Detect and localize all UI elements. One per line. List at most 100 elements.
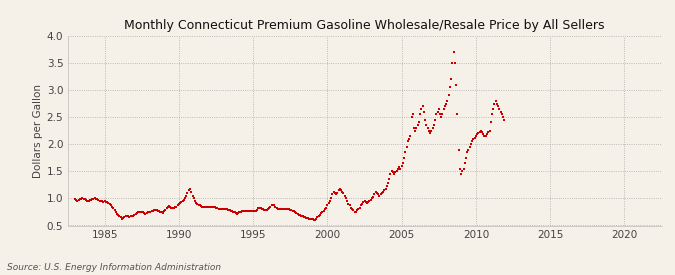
Point [105, 203, 116, 207]
Point [217, 207, 227, 211]
Point [439, 104, 450, 108]
Point [354, 205, 365, 210]
Point [133, 210, 144, 215]
Point [386, 169, 397, 174]
Point [230, 210, 240, 215]
Point [130, 211, 141, 216]
Point [381, 184, 392, 189]
Point [254, 205, 265, 210]
Point [221, 207, 232, 211]
Point [252, 206, 263, 210]
Point [304, 217, 315, 221]
Point [402, 139, 413, 144]
Point [200, 205, 211, 209]
Point [281, 207, 292, 211]
Point [169, 205, 180, 210]
Point [398, 161, 408, 165]
Point [378, 190, 389, 194]
Point [364, 199, 375, 203]
Point [197, 204, 208, 209]
Point [396, 164, 407, 168]
Point [406, 115, 417, 119]
Point [90, 197, 101, 201]
Point [412, 123, 423, 127]
Point [74, 198, 84, 202]
Point [371, 190, 381, 194]
Point [244, 209, 255, 213]
Point [118, 216, 129, 221]
Point [392, 169, 402, 174]
Point [274, 207, 285, 211]
Point [136, 210, 147, 214]
Point [479, 134, 490, 138]
Point [456, 172, 466, 176]
Point [146, 209, 157, 214]
Point [481, 134, 491, 138]
Point [482, 132, 493, 137]
Point [282, 207, 293, 211]
Point [88, 197, 99, 201]
Point [250, 209, 261, 213]
Point [415, 112, 426, 117]
Point [475, 128, 486, 133]
Point [484, 128, 495, 133]
Point [160, 208, 171, 212]
Point [410, 128, 421, 133]
Point [193, 203, 204, 207]
Point [425, 131, 435, 136]
Point [187, 194, 198, 198]
Point [98, 199, 109, 204]
Point [389, 172, 400, 176]
Point [213, 207, 224, 211]
Point [374, 194, 385, 198]
Point [101, 199, 111, 204]
Point [81, 198, 92, 202]
Point [359, 199, 370, 203]
Point [260, 208, 271, 213]
Point [99, 199, 110, 203]
Point [97, 199, 107, 203]
Point [352, 208, 362, 213]
Point [219, 207, 230, 211]
Point [442, 99, 453, 103]
Point [401, 145, 412, 149]
Point [288, 209, 298, 213]
Point [205, 205, 215, 209]
Point [334, 186, 345, 191]
Point [319, 209, 329, 213]
Point [458, 166, 469, 171]
Point [416, 107, 427, 111]
Point [371, 191, 382, 195]
Point [225, 209, 236, 213]
Point [119, 215, 130, 219]
Point [460, 161, 470, 165]
Point [222, 207, 233, 211]
Point [313, 214, 324, 218]
Point [109, 208, 120, 213]
Point [457, 169, 468, 174]
Point [497, 115, 508, 119]
Point [431, 112, 441, 117]
Point [76, 197, 86, 201]
Point [420, 118, 431, 122]
Point [408, 126, 419, 130]
Point [104, 202, 115, 206]
Point [495, 109, 506, 114]
Point [230, 211, 241, 215]
Point [327, 192, 338, 196]
Point [93, 198, 104, 202]
Point [466, 142, 477, 146]
Point [319, 207, 330, 211]
Point [369, 192, 380, 196]
Point [311, 217, 322, 221]
Point [341, 196, 352, 200]
Point [82, 198, 92, 203]
Point [196, 204, 207, 208]
Point [285, 208, 296, 212]
Point [490, 99, 501, 103]
Point [443, 93, 454, 98]
Point [190, 199, 200, 203]
Point [497, 112, 508, 117]
Point [198, 205, 209, 209]
Point [485, 120, 496, 125]
